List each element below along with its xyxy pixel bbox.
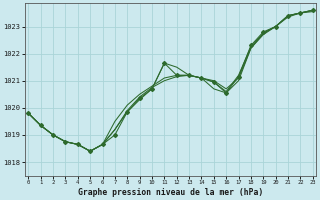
X-axis label: Graphe pression niveau de la mer (hPa): Graphe pression niveau de la mer (hPa) [78, 188, 263, 197]
